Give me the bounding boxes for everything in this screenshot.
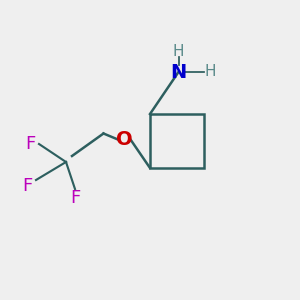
Text: F: F xyxy=(25,135,35,153)
Text: H: H xyxy=(204,64,216,80)
Text: F: F xyxy=(70,189,80,207)
Text: H: H xyxy=(173,44,184,59)
Text: F: F xyxy=(22,177,32,195)
Text: N: N xyxy=(170,62,187,82)
Text: O: O xyxy=(116,130,133,149)
